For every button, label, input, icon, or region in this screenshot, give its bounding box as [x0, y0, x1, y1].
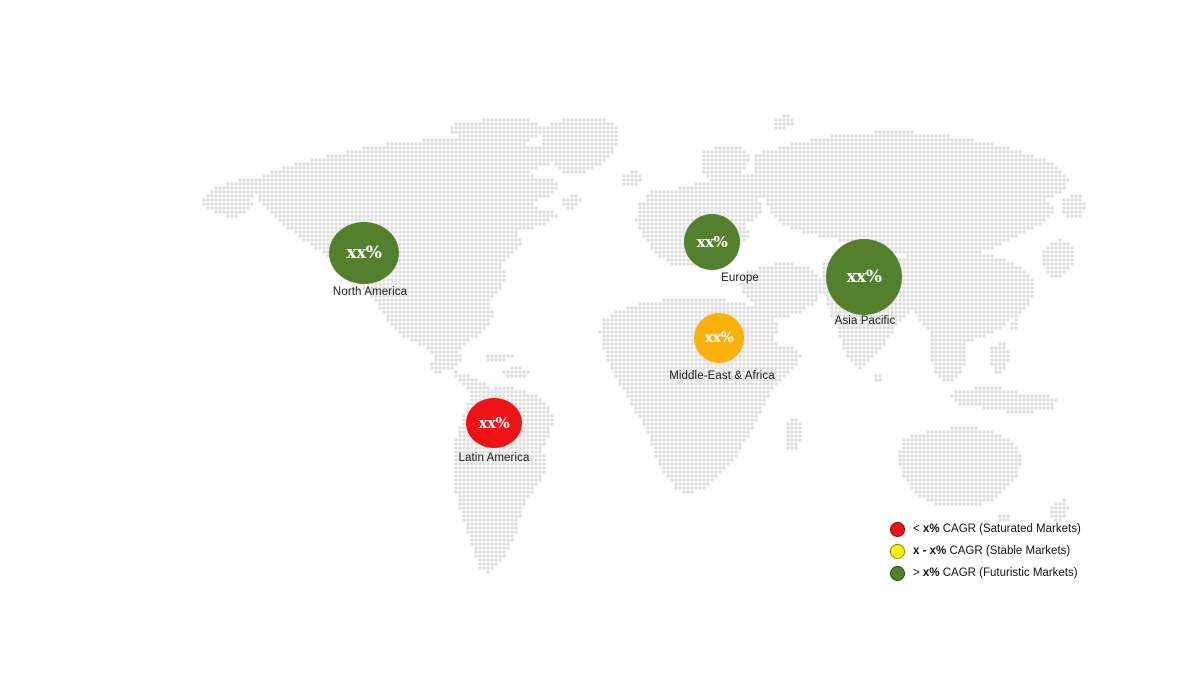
region-label-asia-pacific: Asia Pacific — [834, 315, 896, 327]
legend-item-futuristic[interactable]: > x% CAGR (Futuristic Markets) — [890, 562, 1081, 584]
region-value-north-america: xx% — [346, 242, 382, 263]
region-label-latin-america: Latin America — [458, 452, 530, 464]
region-value-middle-east-africa: xx% — [704, 330, 734, 346]
legend-label-futuristic: > x% CAGR (Futuristic Markets) — [913, 567, 1078, 579]
region-value-latin-america: xx% — [478, 413, 510, 432]
region-bubble-north-america[interactable]: xx% — [329, 222, 399, 284]
legend-dot-futuristic-icon — [890, 565, 905, 581]
region-label-north-america: North America — [332, 286, 408, 298]
region-bubble-europe[interactable]: xx% — [684, 214, 740, 270]
region-value-asia-pacific: xx% — [846, 266, 882, 287]
region-value-europe: xx% — [696, 232, 728, 251]
legend-dot-saturated-icon — [890, 521, 905, 537]
legend-item-saturated[interactable]: < x% CAGR (Saturated Markets) — [890, 518, 1081, 540]
legend-item-stable[interactable]: x - x% CAGR (Stable Markets) — [890, 540, 1081, 562]
legend: < x% CAGR (Saturated Markets) x - x% CAGR… — [890, 518, 1081, 584]
region-label-europe: Europe — [721, 272, 759, 284]
legend-label-stable: x - x% CAGR (Stable Markets) — [913, 545, 1071, 557]
legend-label-saturated: < x% CAGR (Saturated Markets) — [913, 523, 1081, 535]
legend-dot-stable-icon — [890, 543, 905, 559]
region-bubble-middle-east-africa[interactable]: xx% — [694, 313, 744, 363]
region-bubble-latin-america[interactable]: xx% — [466, 398, 522, 448]
region-label-middle-east-africa: Middle-East & Africa — [669, 370, 775, 382]
region-bubble-asia-pacific[interactable]: xx% — [826, 239, 902, 315]
